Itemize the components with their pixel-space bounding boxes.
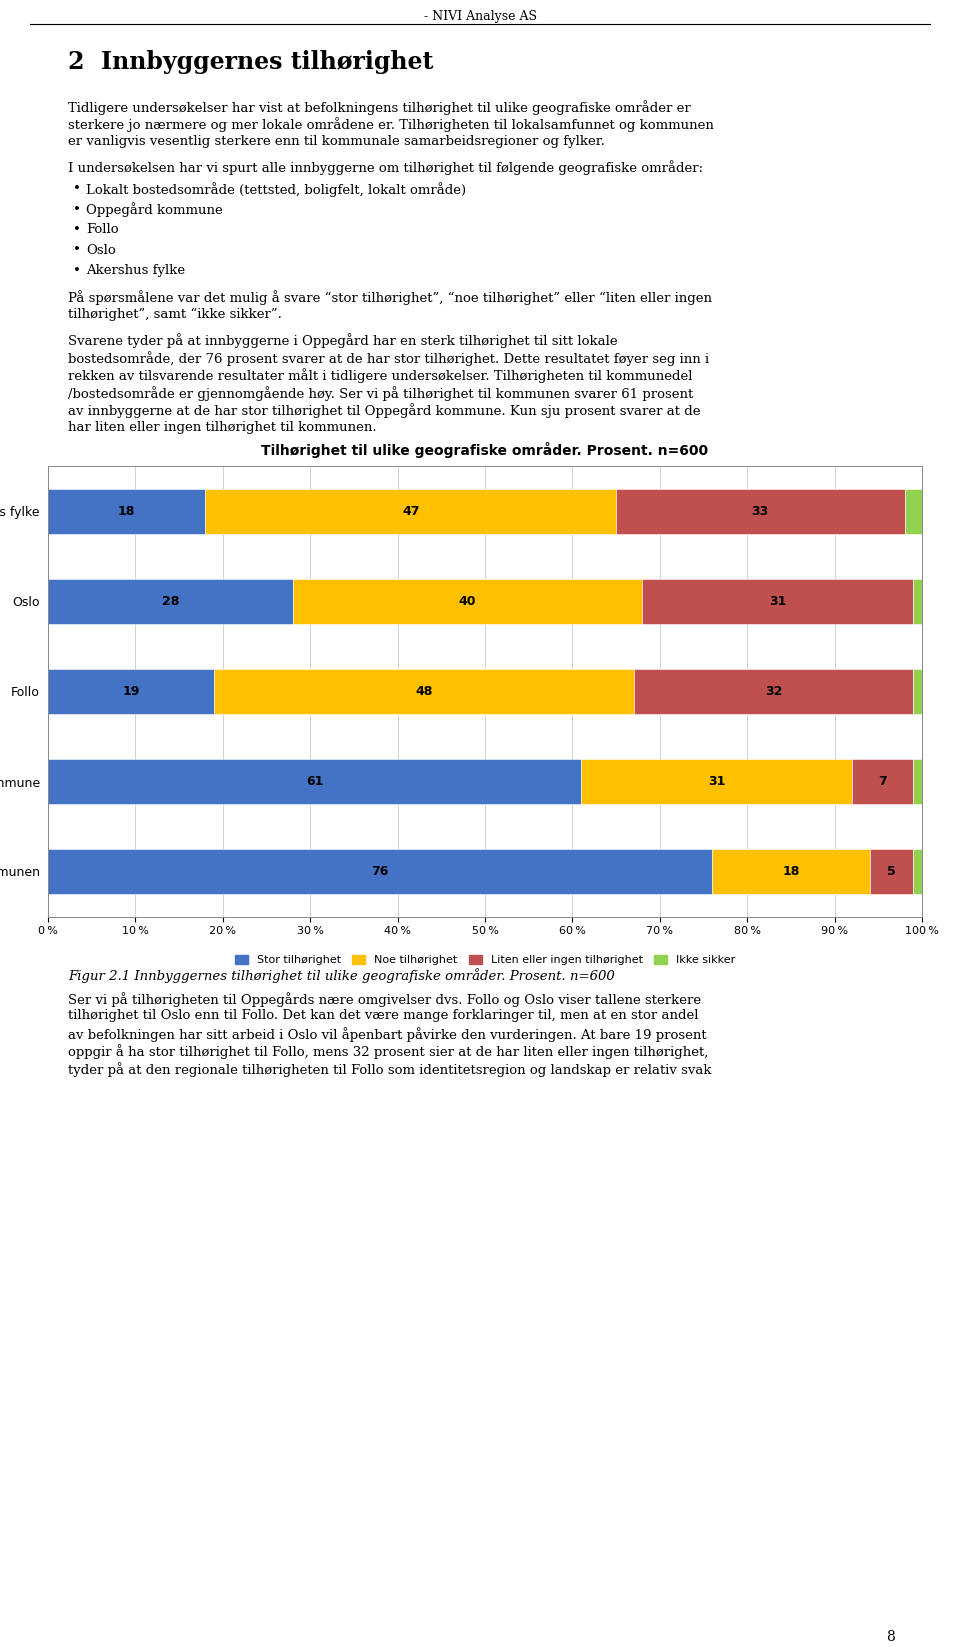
Text: Ser vi på tilhørigheten til Oppegårds nære omgivelser dvs. Follo og Oslo viser t: Ser vi på tilhørigheten til Oppegårds næ… [68,991,701,1006]
Bar [293,580,642,624]
Text: tilhørighet til Oslo enn til Follo. Det kan det være mange forklaringer til, men: tilhørighet til Oslo enn til Follo. Det … [68,1010,699,1023]
Text: 8: 8 [886,1631,895,1644]
Text: tilhørighet”, samt “ikke sikker”.: tilhørighet”, samt “ikke sikker”. [68,308,282,321]
Text: 18: 18 [118,506,135,519]
Bar [870,848,913,894]
Text: 61: 61 [306,776,324,787]
Text: har liten eller ingen tilhørighet til kommunen.: har liten eller ingen tilhørighet til ko… [68,422,376,435]
Text: 40: 40 [459,595,476,608]
Text: sterkere jo nærmere og mer lokale områdene er. Tilhørigheten til lokalsamfunnet : sterkere jo nærmere og mer lokale område… [68,117,714,132]
Text: oppgir å ha stor tilhørighet til Follo, mens 32 prosent sier at de har liten ell: oppgir å ha stor tilhørighet til Follo, … [68,1044,708,1059]
Text: •: • [73,264,81,277]
Text: rekken av tilsvarende resultater målt i tidligere undersøkelser. Tilhørigheten t: rekken av tilsvarende resultater målt i … [68,369,692,384]
Bar [913,580,922,624]
Text: Oppegård kommune: Oppegård kommune [86,203,223,217]
Text: På spørsmålene var det mulig å svare “stor tilhørighet”, “noe tilhørighet” eller: På spørsmålene var det mulig å svare “st… [68,290,712,305]
Bar [214,669,634,715]
Text: Tidligere undersøkelser har vist at befolkningens tilhørighet til ulike geografi: Tidligere undersøkelser har vist at befo… [68,100,691,115]
Text: Follo: Follo [86,222,119,236]
Text: 33: 33 [752,506,769,519]
Text: 5: 5 [887,865,896,878]
Text: tyder på at den regionale tilhørigheten til Follo som identitetsregion og landsk: tyder på at den regionale tilhørigheten … [68,1062,711,1077]
Text: Svarene tyder på at innbyggerne i Oppegård har en sterk tilhørighet til sitt lok: Svarene tyder på at innbyggerne i Oppegå… [68,333,617,349]
Text: 18: 18 [782,865,800,878]
Text: •: • [73,244,81,257]
Bar [48,580,293,624]
Text: •: • [73,183,81,194]
Text: I undersøkelsen har vi spurt alle innbyggerne om tilhørighet til følgende geogra: I undersøkelsen har vi spurt alle innbyg… [68,160,703,175]
Bar [48,489,205,534]
Bar [642,580,913,624]
Text: 2  Innbyggernes tilhørighet: 2 Innbyggernes tilhørighet [68,49,433,74]
Text: Figur 2.1 Innbyggernes tilhørighet til ulike geografiske områder. Prosent. n=600: Figur 2.1 Innbyggernes tilhørighet til u… [68,968,614,983]
Text: 31: 31 [708,776,726,787]
Text: 28: 28 [161,595,180,608]
Bar [48,848,712,894]
Bar [48,669,214,715]
Bar [904,489,922,534]
Text: •: • [73,203,81,216]
Text: 19: 19 [122,685,140,698]
Bar [616,489,904,534]
Text: 47: 47 [402,506,420,519]
Text: Lokalt bostedsområde (tettsted, boligfelt, lokalt område): Lokalt bostedsområde (tettsted, boligfel… [86,183,467,198]
Bar [205,489,616,534]
Bar [48,759,581,804]
Bar [634,669,913,715]
Bar [913,759,922,804]
Bar [712,848,870,894]
Text: 32: 32 [765,685,782,698]
Text: er vanligvis vesentlig sterkere enn til kommunale samarbeidsregioner og fylker.: er vanligvis vesentlig sterkere enn til … [68,135,605,148]
Text: bostedsområde, der 76 prosent svarer at de har stor tilhørighet. Dette resultate: bostedsområde, der 76 prosent svarer at … [68,351,709,366]
Legend: Stor tilhørighet, Noe tilhørighet, Liten eller ingen tilhørighet, Ikke sikker: Stor tilhørighet, Noe tilhørighet, Liten… [230,950,740,970]
Title: Tilhørighet til ulike geografiske områder. Prosent. n=600: Tilhørighet til ulike geografiske område… [261,443,708,458]
Text: 48: 48 [415,685,433,698]
Bar [852,759,913,804]
Text: 76: 76 [372,865,389,878]
Text: Akershus fylke: Akershus fylke [86,264,185,277]
Text: 7: 7 [878,776,887,787]
Text: av befolkningen har sitt arbeid i Oslo vil åpenbart påvirke den vurderingen. At : av befolkningen har sitt arbeid i Oslo v… [68,1028,707,1043]
Text: av innbyggerne at de har stor tilhørighet til Oppegård kommune. Kun sju prosent : av innbyggerne at de har stor tilhørighe… [68,404,701,418]
Text: - NIVI Analyse AS: - NIVI Analyse AS [423,10,537,23]
Text: Oslo: Oslo [86,244,116,257]
Bar [913,848,922,894]
Bar [581,759,852,804]
Text: 31: 31 [769,595,786,608]
Text: /bostedsområde er gjennomgående høy. Ser vi på tilhørighet til kommunen svarer 6: /bostedsområde er gjennomgående høy. Ser… [68,385,693,400]
Bar [913,669,922,715]
Text: •: • [73,222,81,236]
